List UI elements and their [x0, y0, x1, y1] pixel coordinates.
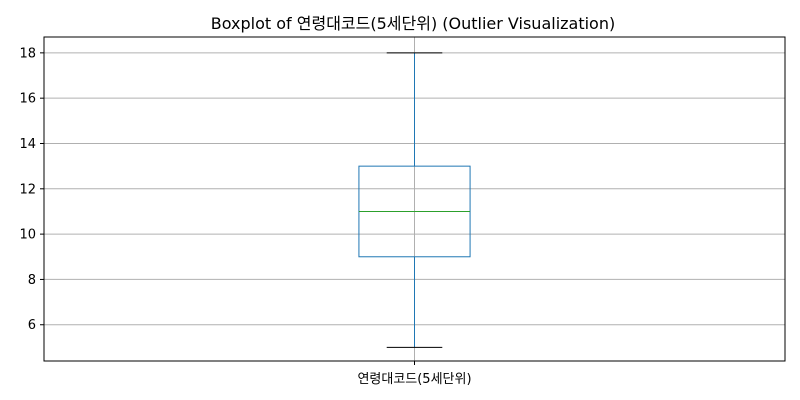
y-tick-label: 10 — [19, 228, 36, 243]
y-tick-label: 12 — [19, 182, 36, 197]
y-tick-label: 16 — [19, 92, 36, 107]
y-tick-label: 14 — [19, 137, 36, 152]
y-tick-label: 6 — [28, 318, 36, 333]
chart-title: Boxplot of 연령대코드(5세단위) (Outlier Visualiz… — [211, 14, 615, 33]
axis-layer: 6 8 10 12 14 16 18 연령대코드(5세단위) — [19, 46, 471, 387]
box-group — [358, 52, 471, 348]
y-tick-label: 8 — [28, 273, 36, 288]
x-tick-label: 연령대코드(5세단위) — [357, 372, 471, 387]
y-tick-label: 18 — [19, 46, 36, 61]
plot-frame — [43, 36, 786, 362]
box-layer — [358, 52, 471, 348]
